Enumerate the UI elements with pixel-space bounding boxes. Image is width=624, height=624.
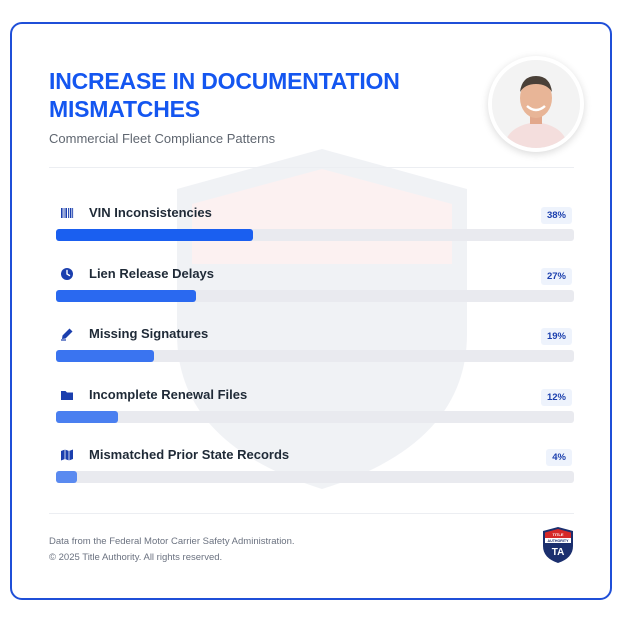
bar-track: [56, 410, 574, 423]
source-note: Data from the Federal Motor Carrier Safe…: [49, 536, 295, 547]
bar-fill: [56, 350, 155, 362]
bar-row: VIN Inconsistencies 38%: [56, 205, 574, 255]
bar-value-badge: 38%: [540, 207, 572, 224]
logo-line-3: TA: [552, 547, 565, 558]
bar-value-badge: 27%: [540, 267, 572, 285]
bar-label: Missing Signatures: [89, 326, 209, 341]
chart-subtitle: Commercial Fleet Compliance Patterns: [49, 131, 276, 146]
pen-icon: [60, 327, 74, 341]
copyright-note: © 2025 Title Authority. All rights reser…: [49, 552, 223, 563]
bar-value-badge: 12%: [540, 388, 572, 406]
chart-title: INCREASE IN DOCUMENTATION MISMATCHES: [49, 68, 400, 122]
avatar: [488, 56, 584, 152]
bar-label: Mismatched Prior State Records: [89, 447, 290, 462]
bar-track: [56, 471, 574, 483]
bar-row: Lien Release Delays 27%: [56, 266, 574, 316]
clock-icon: [60, 267, 74, 281]
infographic-card: INCREASE IN DOCUMENTATION MISMATCHES Com…: [10, 22, 612, 600]
bar-row: Missing Signatures 19%: [56, 326, 574, 376]
logo-line-1: TITLE: [552, 532, 563, 537]
folder-icon: [60, 388, 74, 402]
bar-track: [56, 350, 574, 362]
bar-row: Mismatched Prior State Records 4%: [56, 447, 574, 497]
bar-track: [56, 289, 574, 302]
footer-divider: [49, 513, 574, 514]
bar-track: [56, 229, 574, 241]
bar-fill: [56, 410, 119, 423]
logo-line-2: AUTHORITY: [548, 539, 570, 543]
bar-label: Lien Release Delays: [89, 265, 215, 281]
bar-fill: [56, 471, 77, 483]
title-authority-logo: TITLE AUTHORITY TA: [543, 527, 573, 563]
barcode-icon: [60, 206, 74, 220]
bar-value-badge: 4%: [546, 449, 572, 466]
bar-label: Incomplete Renewal Files: [89, 386, 248, 402]
map-icon: [60, 448, 74, 462]
bar-label: VIN Inconsistencies: [89, 205, 212, 220]
bar-row: Incomplete Renewal Files 12%: [56, 387, 574, 437]
person-photo: [492, 60, 580, 148]
title-authority-watermark: [177, 149, 467, 489]
bar-fill: [56, 229, 253, 241]
bar-fill: [56, 289, 196, 302]
bar-value-badge: 19%: [540, 328, 572, 345]
header-divider: [49, 167, 574, 168]
